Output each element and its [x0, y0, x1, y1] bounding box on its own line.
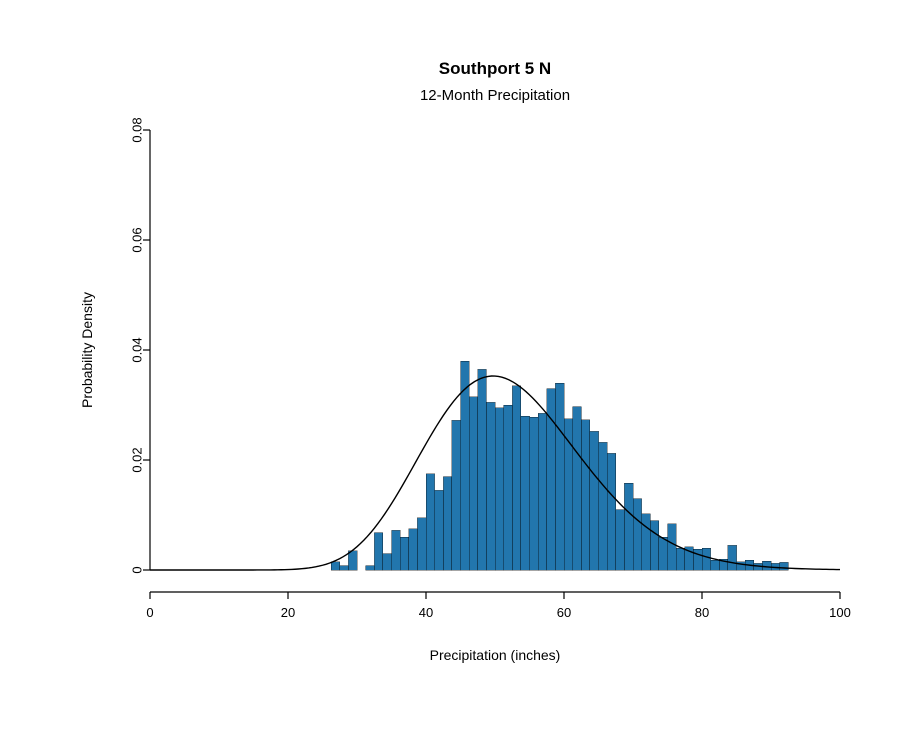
histogram-bar — [642, 514, 651, 570]
chart-svg: Southport 5 N 12-Month Precipitation 0 20 40… — [0, 0, 900, 750]
chart-title-main: Southport 5 N — [439, 59, 551, 78]
histogram-bar — [512, 386, 521, 570]
histogram-bar — [530, 417, 539, 570]
histogram-bar — [711, 560, 720, 570]
y-tick-label: 0 — [129, 566, 144, 573]
histogram-bar — [780, 562, 789, 570]
x-axis-ticks: 0 20 40 60 80 100 — [146, 592, 850, 620]
y-tick-label: 0.02 — [129, 447, 144, 472]
chart-title-sub: 12-Month Precipitation — [420, 87, 570, 104]
histogram-bar — [331, 562, 340, 570]
histogram-bar — [409, 529, 418, 570]
x-tick-label: 80 — [695, 605, 709, 620]
x-tick-label: 60 — [557, 605, 571, 620]
histogram-bar — [676, 548, 685, 570]
x-tick-label: 20 — [281, 605, 295, 620]
x-tick-label: 40 — [419, 605, 433, 620]
histogram-bar — [599, 442, 608, 570]
histogram-bar — [374, 533, 383, 570]
histogram-bar — [728, 545, 737, 570]
x-tick-label: 0 — [146, 605, 153, 620]
histogram-bar — [616, 510, 625, 571]
histogram-bar — [383, 554, 392, 571]
histogram-bar — [417, 518, 426, 570]
x-axis-label: Precipitation (inches) — [430, 647, 561, 663]
y-tick-label: 0.04 — [129, 337, 144, 362]
y-axis-ticks: 0 0.02 0.04 0.06 0.08 — [129, 117, 150, 573]
histogram-bar — [590, 431, 599, 570]
histogram-bar — [555, 383, 564, 570]
histogram-bar — [762, 561, 771, 570]
histogram-bar — [668, 524, 677, 570]
y-tick-label: 0.06 — [129, 227, 144, 252]
histogram-bar — [486, 402, 495, 570]
histogram-bar — [633, 499, 642, 571]
histogram-bar — [650, 521, 659, 571]
histogram-bar — [366, 566, 375, 570]
histogram-bars — [331, 361, 788, 570]
histogram-bar — [469, 397, 478, 570]
histogram-bar — [581, 420, 590, 570]
histogram-bar — [573, 407, 582, 570]
histogram-bar — [340, 566, 349, 570]
histogram-bar — [521, 416, 530, 570]
histogram-bar — [426, 474, 435, 570]
y-axis-label: Probability Density — [79, 292, 95, 408]
histogram-bar — [693, 549, 702, 570]
chart-stage: Southport 5 N 12-Month Precipitation 0 20 40… — [0, 0, 900, 750]
histogram-bar — [702, 548, 711, 570]
histogram-bar — [659, 537, 668, 570]
histogram-bar — [495, 408, 504, 570]
histogram-bar — [452, 420, 461, 570]
histogram-bar — [443, 477, 452, 571]
y-tick-label: 0.08 — [129, 117, 144, 142]
histogram-bar — [435, 490, 444, 570]
histogram-bar — [478, 369, 487, 570]
histogram-bar — [400, 537, 409, 570]
x-tick-label: 100 — [829, 605, 851, 620]
histogram-bar — [504, 405, 513, 570]
histogram-bar — [538, 413, 547, 570]
histogram-bar — [624, 483, 633, 570]
histogram-bar — [348, 551, 357, 570]
histogram-bar — [607, 453, 616, 570]
histogram-bar — [392, 530, 401, 570]
